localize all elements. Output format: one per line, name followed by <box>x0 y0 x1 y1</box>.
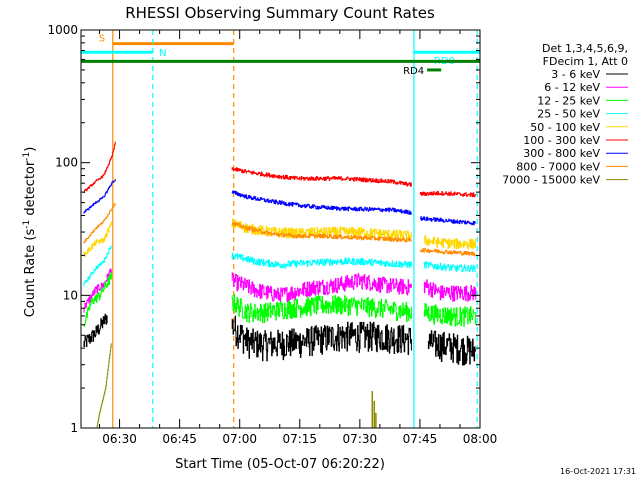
series-6-12-kev <box>83 268 477 313</box>
series-7000-15000-kev <box>96 343 112 429</box>
x-axis: 06:30 06:45 07:00 07:15 07:30 07:45 08:00 <box>99 30 498 446</box>
series-3-6-kev-segment-mid <box>231 315 412 362</box>
series-800-7000-kev-segment-mid <box>231 221 412 243</box>
legend-entry-7000-15000-kev-label: 7000 - 15000 keV <box>502 174 600 187</box>
series-50-100-kev-segment-mid <box>231 218 412 241</box>
series-300-800-kev-segment-pre <box>83 178 116 214</box>
x-tick-label-07-45: 07:45 <box>403 432 438 446</box>
series-300-800-kev-segment-post <box>419 216 476 226</box>
series-25-50-kev-segment-pre <box>83 245 112 287</box>
y-axis-label-end: ) <box>23 147 38 152</box>
y-tick-label-100: 100 <box>55 156 78 170</box>
series-100-300-kev <box>83 141 477 198</box>
x-axis-label: Start Time (05-Oct-07 06:20:22) <box>175 457 385 472</box>
y-axis-label-tail: detector <box>23 160 38 220</box>
y-axis-label-sup2: -1 <box>22 152 32 161</box>
chart-title: RHESSI Observing Summary Count Rates <box>125 4 435 22</box>
series-100-300-kev-segment-post <box>419 190 477 198</box>
legend-entry-100-300-kev-label: 100 - 300 keV <box>523 134 600 147</box>
series-800-7000-kev-segment-post <box>419 247 477 257</box>
plot-area: SNRD0RD4 <box>81 30 480 429</box>
legend-entry-50-100-kev-label: 50 - 100 keV <box>530 121 600 134</box>
series-800-7000-kev-segment-pre <box>83 203 116 244</box>
legend: Det 1,3,4,5,6,9, FDecim 1, Att 0 3 - 6 k… <box>502 42 628 187</box>
series-100-300-kev-segment-pre <box>83 141 116 194</box>
series-50-100-kev <box>83 218 477 258</box>
marker-rd4-label: RD4 <box>403 66 424 77</box>
y-tick-label-1: 1 <box>70 421 78 435</box>
series-300-800-kev <box>83 178 476 226</box>
legend-entry-3-6-kev-label: 3 - 6 keV <box>551 68 600 81</box>
series-3-6-kev-segment-post <box>427 330 476 366</box>
legend-entry-800-7000-kev-label: 800 - 7000 keV <box>516 160 600 173</box>
series-3-6-kev <box>83 313 476 366</box>
series-25-50-kev-segment-post <box>423 261 477 273</box>
series-12-25-kev-segment-pre <box>83 272 112 327</box>
series-6-12-kev-segment-pre <box>83 268 112 313</box>
legend-entry-25-50-kev-label: 25 - 50 keV <box>537 108 600 121</box>
series-12-25-kev <box>83 272 477 327</box>
series-25-50-kev <box>83 245 477 287</box>
legend-entry-6-12-kev-label: 6 - 12 keV <box>544 81 600 94</box>
series-6-12-kev-segment-mid <box>231 272 412 304</box>
y-axis: 1 10 100 1000 <box>47 23 480 435</box>
x-tick-label-06-30: 06:30 <box>102 432 137 446</box>
legend-entry-12-25-kev-label: 12 - 25 keV <box>537 94 600 107</box>
x-tick-label-07-00: 07:00 <box>222 432 257 446</box>
y-axis-label-sup1: -1 <box>22 220 32 229</box>
footer-date: 16-Oct-2021 17:31 <box>560 467 636 476</box>
y-tick-label-10: 10 <box>63 288 78 302</box>
series-6-12-kev-segment-post <box>423 279 477 302</box>
x-tick-label-07-15: 07:15 <box>282 432 317 446</box>
x-tick-label-08-00: 08:00 <box>463 432 498 446</box>
series-25-50-kev-segment-mid <box>231 252 412 269</box>
y-tick-label-1000: 1000 <box>47 23 78 37</box>
x-tick-label-06-45: 06:45 <box>162 432 197 446</box>
legend-header-line-2: FDecim 1, Att 0 <box>543 55 628 68</box>
plot-frame <box>80 29 481 429</box>
series-3-6-kev-segment-pre <box>83 313 108 347</box>
series-12-25-kev-segment-mid <box>231 294 412 324</box>
y-axis-label: Count Rate (s-1 detector-1) <box>22 147 38 318</box>
series-7000-15000-kev-segment-pre <box>96 343 112 429</box>
x-tick-label-07-30: 07:30 <box>343 432 378 446</box>
legend-header-line-1: Det 1,3,4,5,6,9, <box>542 42 628 55</box>
y-axis-label-main: Count Rate (s <box>23 229 38 318</box>
series-12-25-kev-segment-post <box>423 303 477 327</box>
series-50-100-kev-segment-post <box>423 235 477 250</box>
series-100-300-kev-segment-mid <box>231 167 412 187</box>
marker-n-label: N <box>159 48 166 59</box>
series-50-100-kev-segment-pre <box>83 221 112 258</box>
marker-s-label: S <box>99 34 105 45</box>
series-800-7000-kev <box>83 203 477 257</box>
series-300-800-kev-segment-mid <box>231 190 412 215</box>
legend-entry-300-800-kev-label: 300 - 800 keV <box>523 147 600 160</box>
